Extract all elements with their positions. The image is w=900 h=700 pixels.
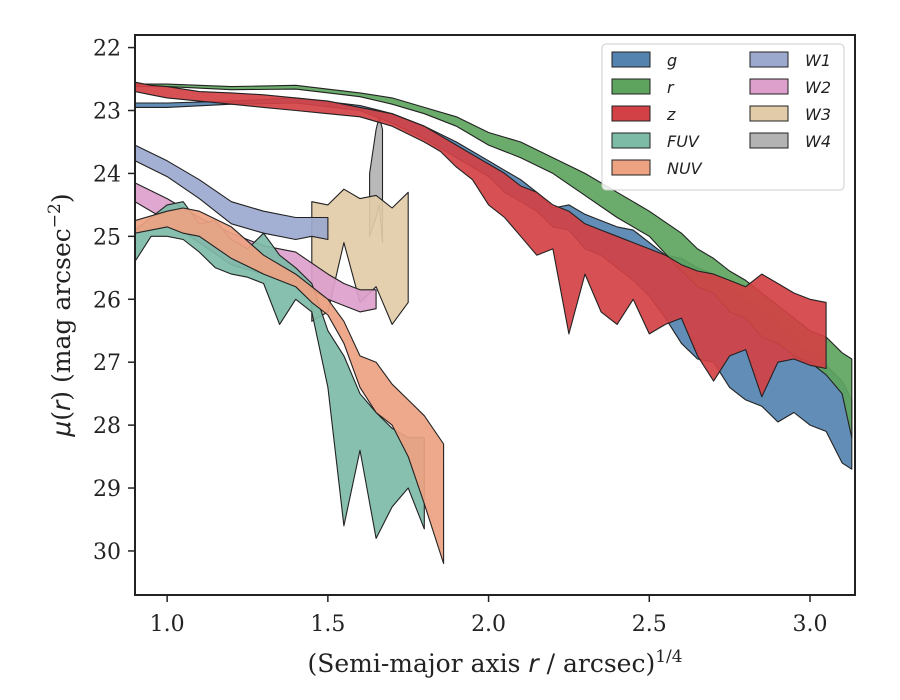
legend-swatch [611, 159, 651, 176]
x-tick-label: 3.0 [793, 612, 828, 637]
legend-swatch [749, 132, 789, 149]
plot-frame [134, 34, 856, 596]
legend-swatch [611, 132, 651, 149]
legend-label: NUV [667, 159, 703, 178]
x-tick-label: 1.0 [150, 612, 185, 637]
y-tick-label: 22 [93, 37, 121, 62]
legend-item-W1: W1 [749, 51, 831, 70]
legend-label: W3 [805, 105, 831, 124]
band-z [135, 81, 827, 398]
legend-item-r: r [611, 78, 675, 97]
legend-item-NUV: NUV [611, 159, 703, 178]
legend-swatch [611, 51, 651, 68]
legend-swatch [749, 51, 789, 68]
legend-item-z: z [611, 105, 676, 124]
legend-item-W3: W3 [749, 105, 831, 124]
y-axis-label: μ(r) (mag arcsec−2) [45, 193, 76, 437]
x-axis-label: (Semi-major axis r / arcsec)1/4 [307, 647, 682, 678]
y-tick-label: 27 [93, 351, 121, 376]
legend-swatch [611, 105, 651, 122]
legend-item-FUV: FUV [611, 132, 700, 151]
y-tick-label: 29 [93, 477, 121, 502]
y-tick-label: 25 [93, 225, 121, 250]
y-tick-label: 23 [93, 100, 121, 125]
y-tick-label: 30 [93, 540, 121, 565]
x-tick-label: 1.5 [310, 612, 345, 637]
band-r [135, 83, 853, 439]
legend-label: g [667, 51, 677, 70]
legend-item-W4: W4 [749, 132, 831, 151]
legend-label: W4 [805, 132, 831, 151]
x-tick-label: 2.0 [471, 612, 506, 637]
y-tick-label: 24 [93, 162, 121, 187]
band-NUV [135, 207, 445, 565]
legend-item-W2: W2 [749, 78, 831, 97]
y-tick-label: 26 [93, 288, 121, 313]
legend-label: W1 [805, 51, 831, 70]
x-axis: 1.0 1.5 2.0 2.5 3.0 [150, 595, 828, 637]
y-tick-label: 28 [93, 414, 121, 439]
x-tick-label: 2.5 [632, 612, 667, 637]
y-axis: 22 23 24 25 26 27 28 29 30 [93, 37, 135, 565]
legend-label: FUV [667, 132, 700, 151]
bands-layer [135, 81, 853, 565]
legend-label: W2 [805, 78, 831, 97]
legend-swatch [611, 78, 651, 95]
legend-swatch [749, 105, 789, 122]
legend-label: z [666, 105, 676, 124]
legend-swatch [749, 78, 789, 95]
legend: grz FUV NUV W1 W2 W3 W4 [601, 43, 845, 191]
legend-item-g: g [611, 51, 677, 70]
band-W1 [135, 144, 329, 241]
legend-label: r [667, 78, 675, 97]
